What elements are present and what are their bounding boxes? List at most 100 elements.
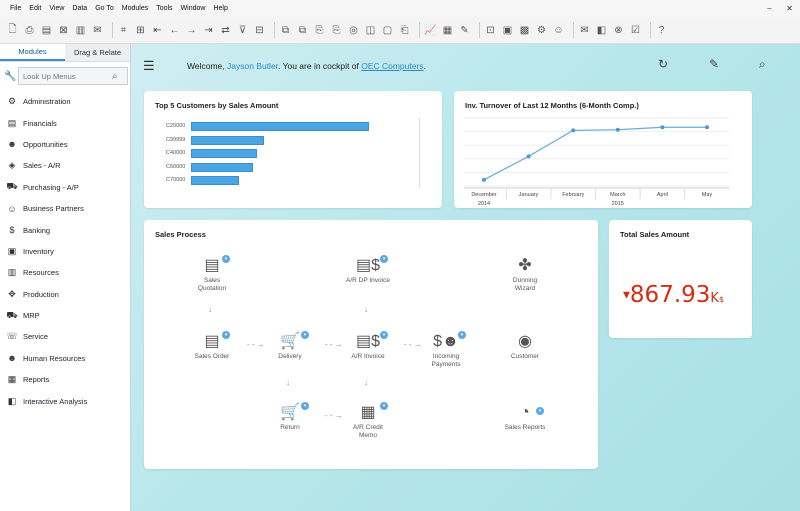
filter-icon[interactable]: ⊽ xyxy=(238,24,247,36)
expand-badge-icon[interactable]: ▾ xyxy=(222,255,230,263)
bar-c20000[interactable] xyxy=(191,122,369,131)
export-pdf-icon[interactable]: ▥ xyxy=(75,24,86,36)
close-icon[interactable]: ✕ xyxy=(786,4,793,13)
search-icon[interactable]: ⌕ xyxy=(112,70,118,82)
relation-map-icon[interactable]: ◎ xyxy=(349,24,358,36)
search-icon[interactable]: ⌕ xyxy=(759,57,766,71)
bar-c40000[interactable] xyxy=(191,149,257,158)
menu-window[interactable]: Window xyxy=(180,5,206,12)
add-icon[interactable]: ⊞ xyxy=(136,24,145,36)
calculator-icon[interactable]: ▣ xyxy=(502,24,513,36)
ar-invoice-node[interactable]: ▤$ A/R Invoice xyxy=(333,331,403,361)
menu-goto[interactable]: Go To xyxy=(95,5,114,12)
new-document-icon[interactable]: 🗋 xyxy=(8,23,17,35)
first-record-icon[interactable]: ⇤ xyxy=(153,24,162,36)
company-link[interactable]: OEC Computers xyxy=(361,61,424,71)
sidebar-item-purchasing-ap[interactable]: ⛟ Purchasing - A/P xyxy=(0,177,130,198)
edit-form-icon[interactable]: ✎ xyxy=(460,24,469,36)
sidebar-item-opportunities[interactable]: ☻ Opportunities xyxy=(0,134,130,155)
dunning-wizard-node[interactable]: ✤ Dunning Wizard xyxy=(490,255,560,293)
copy-to-icon[interactable]: ⎘ xyxy=(332,24,341,36)
next-record-icon[interactable]: → xyxy=(186,24,197,36)
turnover-point[interactable] xyxy=(571,128,576,133)
organizer-icon[interactable]: ◧ xyxy=(596,24,607,36)
menu-help[interactable]: Help xyxy=(213,5,228,12)
email-icon[interactable]: ✉ xyxy=(93,24,102,36)
sidebar-item-interactive-analysis[interactable]: ◧ Interactive Analysis xyxy=(0,390,130,411)
sales-quotation-node[interactable]: ▤ Sales Quotation xyxy=(177,255,247,293)
help-icon[interactable]: ? xyxy=(658,24,665,36)
sidebar-item-service[interactable]: ☏ Service xyxy=(0,326,130,347)
previous-record-icon[interactable]: ← xyxy=(169,24,180,36)
print-preview-icon[interactable]: ▤ xyxy=(41,24,52,36)
turnover-point[interactable] xyxy=(482,177,486,182)
settings-icon[interactable]: ⚙ xyxy=(537,24,546,36)
messages-icon[interactable]: ▢ xyxy=(382,24,393,36)
expand-badge-icon[interactable]: ▾ xyxy=(536,407,544,415)
refresh-icon[interactable]: ↻ xyxy=(658,57,669,71)
tasks-icon[interactable]: ☑ xyxy=(631,24,640,36)
lock-icon[interactable]: ⊗ xyxy=(614,24,623,36)
expand-badge-icon[interactable]: ▾ xyxy=(458,331,466,339)
menu-view[interactable]: View xyxy=(49,5,65,12)
tab-drag-relate[interactable]: Drag & Relate xyxy=(65,44,130,61)
ar-credit-memo-node[interactable]: ▦ A/R Credit Memo xyxy=(333,402,403,440)
turnover-point[interactable] xyxy=(526,154,531,159)
sidebar-item-inventory[interactable]: ▣ Inventory xyxy=(0,241,130,262)
bar-c70000[interactable] xyxy=(191,176,240,185)
ar-dp-invoice-node[interactable]: ▤$ A/R DP Invoice xyxy=(333,255,403,285)
refresh-icon[interactable]: ⇄ xyxy=(221,24,230,36)
copy-from-icon[interactable]: ⎘ xyxy=(315,24,324,36)
chart-icon[interactable]: 📈 xyxy=(424,24,437,36)
customer-node[interactable]: ◉ Customer xyxy=(490,331,560,361)
find-icon[interactable]: ⌗ xyxy=(120,24,127,36)
sidebar-item-business-partners[interactable]: ☺ Business Partners xyxy=(0,198,130,219)
tab-modules[interactable]: Modules xyxy=(0,44,65,61)
last-record-icon[interactable]: ⇥ xyxy=(204,24,213,36)
sort-icon[interactable]: ⊟ xyxy=(255,24,264,36)
report-icon[interactable]: ▦ xyxy=(442,24,453,36)
expand-badge-icon[interactable]: ▾ xyxy=(301,331,309,339)
message-icon[interactable]: ✉ xyxy=(580,24,589,36)
sidebar-item-administration[interactable]: ⚙ Administration xyxy=(0,91,130,112)
expand-badge-icon[interactable]: ▾ xyxy=(222,331,230,339)
bar-c99999[interactable] xyxy=(191,135,264,145)
sidebar-item-mrp[interactable]: ⛟ MRP xyxy=(0,305,130,326)
journal-icon[interactable]: ⊡ xyxy=(486,24,495,36)
turnover-point[interactable] xyxy=(660,125,665,130)
sidebar-item-sales-ar[interactable]: ◈ Sales - A/R xyxy=(0,155,130,176)
user-icon[interactable]: ☺ xyxy=(553,24,564,36)
hamburger-menu-icon[interactable]: ☰ xyxy=(143,58,155,73)
expand-badge-icon[interactable]: ▾ xyxy=(380,331,388,339)
sidebar-item-production[interactable]: ✥ Production xyxy=(0,284,130,305)
base-document-icon[interactable]: ⧉ xyxy=(281,24,290,36)
expand-badge-icon[interactable]: ▾ xyxy=(380,255,388,263)
menu-file[interactable]: File xyxy=(10,5,22,12)
turnover-point[interactable] xyxy=(705,125,709,130)
activities-icon[interactable]: ◫ xyxy=(365,24,376,36)
calendar-icon[interactable]: ▩ xyxy=(519,24,530,36)
bar-c60000[interactable] xyxy=(191,162,254,172)
menu-edit[interactable]: Edit xyxy=(29,5,42,12)
return-node[interactable]: 🛒 Return xyxy=(255,402,325,432)
sidebar-item-resources[interactable]: ▥ Resources xyxy=(0,262,130,283)
export-excel-icon[interactable]: ⊠ xyxy=(59,24,68,36)
minimize-icon[interactable]: – xyxy=(767,4,772,13)
sales-reports-node[interactable]: ◔ Sales Reports xyxy=(490,402,560,432)
menu-tools[interactable]: Tools xyxy=(156,5,173,12)
menu-modules[interactable]: Modules xyxy=(121,5,149,12)
menu-data[interactable]: Data xyxy=(72,5,88,12)
sidebar-item-human-resources[interactable]: ☻ Human Resources xyxy=(0,348,130,369)
delivery-node[interactable]: 🛒 Delivery xyxy=(255,331,325,361)
sales-order-node[interactable]: ▤ Sales Order xyxy=(177,331,247,361)
target-document-icon[interactable]: ⧉ xyxy=(298,24,307,36)
incoming-payments-node[interactable]: $☻ Incoming Payments xyxy=(411,331,481,369)
sidebar-item-banking[interactable]: $ Banking xyxy=(0,219,130,240)
sidebar-item-financials[interactable]: ▤ Financials xyxy=(0,112,130,133)
print-icon[interactable]: ⎙ xyxy=(25,24,34,36)
expand-badge-icon[interactable]: ▾ xyxy=(301,402,309,410)
lookup-menus-input[interactable] xyxy=(18,67,128,85)
edit-pencil-icon[interactable]: ✎ xyxy=(709,57,720,71)
expand-badge-icon[interactable]: ▾ xyxy=(380,402,388,410)
attachment-icon[interactable]: ⎗ xyxy=(400,24,409,36)
